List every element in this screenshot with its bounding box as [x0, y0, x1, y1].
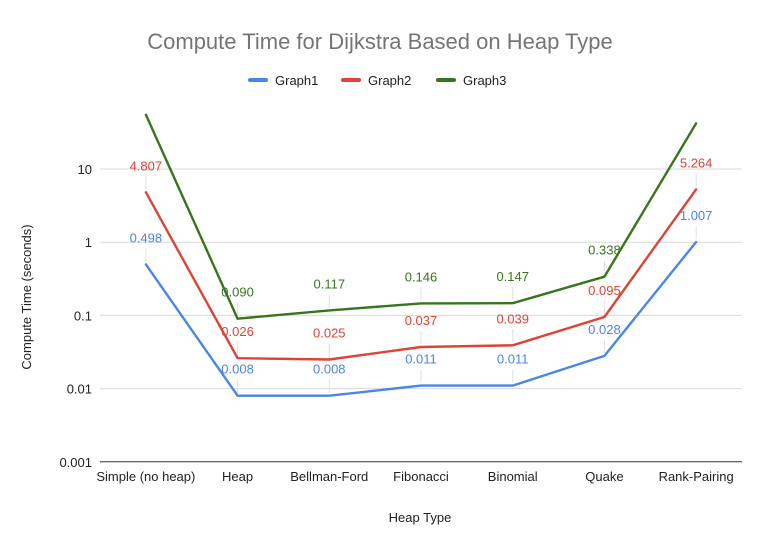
- x-tick-label: Binomial: [488, 469, 538, 484]
- x-tick-label: Rank-Pairing: [659, 469, 734, 484]
- data-label: 0.338: [588, 243, 621, 258]
- data-label: 0.090: [221, 285, 254, 300]
- y-axis-ticks: 0.001 0.01 0.1 1 10: [59, 162, 92, 470]
- gridlines: [100, 168, 742, 463]
- label-leaders: [145, 173, 697, 393]
- data-label: 0.028: [588, 322, 621, 337]
- y-tick-label: 0.001: [59, 455, 92, 470]
- data-label: 0.008: [313, 362, 346, 377]
- data-label: 0.498: [130, 230, 163, 245]
- legend: Graph1 Graph2 Graph3: [248, 73, 506, 88]
- x-axis-ticks: Simple (no heap) Heap Bellman-Ford Fibonacc…: [96, 469, 733, 484]
- data-label: 1.007: [680, 208, 713, 223]
- data-label: 0.011: [497, 352, 529, 367]
- data-label: 0.117: [313, 276, 345, 291]
- x-tick-label: Bellman-Ford: [290, 469, 368, 484]
- legend-item: Graph3: [436, 73, 506, 88]
- y-tick-label: 0.1: [74, 308, 92, 323]
- y-tick-label: 10: [78, 162, 92, 177]
- y-axis-label: Compute Time (seconds): [19, 224, 34, 369]
- data-label: 0.147: [496, 269, 529, 284]
- data-labels: 0.498 0.008 0.008 0.011 0.011 0.028 1.007 4.807…: [130, 155, 713, 376]
- data-label: 5.264: [680, 155, 713, 170]
- x-tick-label: Quake: [585, 469, 623, 484]
- legend-item: Graph1: [248, 73, 318, 88]
- x-tick-label: Heap: [222, 469, 253, 484]
- x-tick-label: Simple (no heap): [96, 469, 195, 484]
- x-axis-label: Heap Type: [389, 510, 452, 525]
- data-label: 0.026: [221, 324, 254, 339]
- data-label: 0.146: [405, 269, 438, 284]
- y-tick-label: 0.01: [67, 382, 92, 397]
- data-label: 0.095: [588, 283, 621, 298]
- data-label: 0.025: [313, 325, 346, 340]
- data-label: 4.807: [130, 158, 163, 173]
- x-tick-label: Fibonacci: [393, 469, 449, 484]
- legend-label: Graph1: [275, 73, 318, 88]
- y-tick-label: 1: [85, 235, 92, 250]
- data-label: 0.008: [221, 362, 254, 377]
- data-label: 0.011: [405, 352, 437, 367]
- legend-label: Graph2: [368, 73, 411, 88]
- legend-item: Graph2: [341, 73, 411, 88]
- legend-label: Graph3: [463, 73, 506, 88]
- data-label: 0.039: [496, 311, 529, 326]
- data-label: 0.037: [405, 313, 438, 328]
- series-lines: [144, 113, 698, 397]
- chart-title: Compute Time for Dijkstra Based on Heap …: [147, 29, 612, 54]
